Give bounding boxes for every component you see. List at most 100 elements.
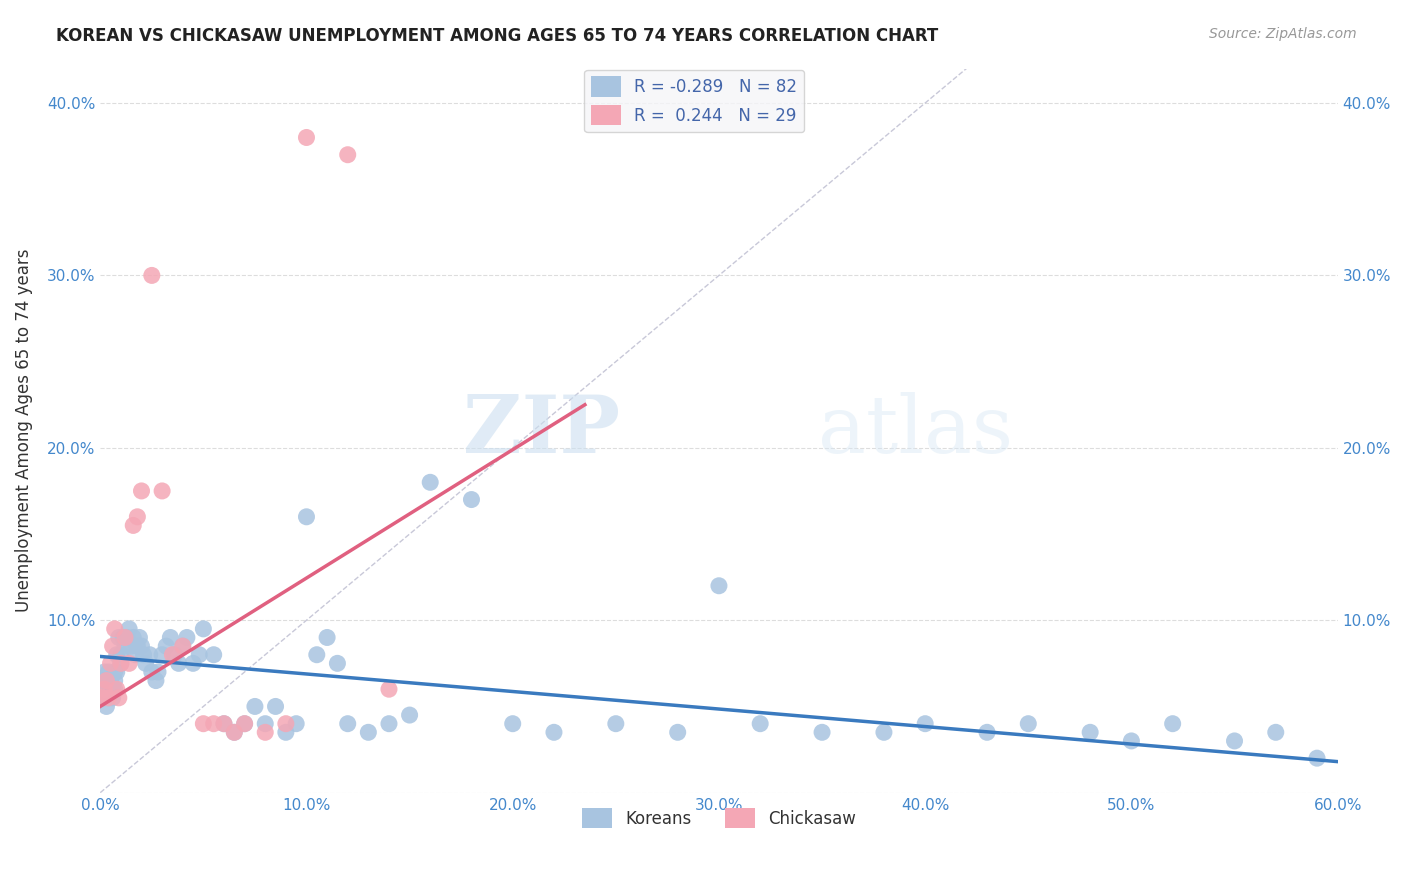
Point [233, 716, 256, 731]
Point [105, 648, 128, 662]
Point [749, 716, 772, 731]
Point [419, 475, 441, 490]
Point [274, 716, 297, 731]
Point [811, 725, 834, 739]
Point [128, 631, 150, 645]
Point [305, 648, 328, 662]
Text: Source: ZipAtlas.com: Source: ZipAtlas.com [1209, 27, 1357, 41]
Point [110, 648, 132, 662]
Point [357, 725, 380, 739]
Point [336, 147, 359, 161]
Point [254, 725, 277, 739]
Point [543, 725, 565, 739]
Point [97, 690, 120, 705]
Point [1264, 725, 1286, 739]
Point [707, 579, 730, 593]
Point [150, 483, 173, 498]
Point [188, 648, 211, 662]
Point [115, 631, 138, 645]
Point [1223, 734, 1246, 748]
Point [295, 509, 318, 524]
Point [224, 725, 246, 739]
Point [96, 682, 118, 697]
Point [193, 716, 215, 731]
Point [873, 725, 896, 739]
Point [243, 699, 266, 714]
Point [93, 682, 115, 697]
Point [110, 657, 132, 671]
Point [666, 725, 689, 739]
Point [336, 716, 359, 731]
Point [120, 639, 142, 653]
Point [976, 725, 998, 739]
Point [96, 673, 118, 688]
Point [105, 682, 128, 697]
Point [274, 725, 297, 739]
Point [150, 648, 173, 662]
Point [105, 665, 128, 679]
Point [101, 690, 124, 705]
Point [91, 673, 114, 688]
Point [100, 673, 122, 688]
Point [110, 657, 132, 671]
Point [233, 716, 256, 731]
Point [502, 716, 524, 731]
Point [122, 518, 145, 533]
Point [108, 631, 131, 645]
Point [141, 268, 163, 283]
Text: ZIP: ZIP [463, 392, 620, 469]
Point [96, 673, 118, 688]
Point [295, 130, 318, 145]
Point [1078, 725, 1101, 739]
Point [131, 639, 153, 653]
Point [167, 657, 190, 671]
Legend: Koreans, Chickasaw: Koreans, Chickasaw [575, 801, 863, 835]
Point [605, 716, 627, 731]
Point [316, 631, 339, 645]
Point [460, 492, 482, 507]
Point [1161, 716, 1184, 731]
Point [124, 648, 146, 662]
Point [104, 665, 127, 679]
Point [162, 648, 184, 662]
Point [100, 657, 122, 671]
Point [96, 699, 118, 714]
Point [224, 725, 246, 739]
Point [202, 648, 225, 662]
Point [114, 639, 136, 653]
Point [159, 631, 181, 645]
Point [139, 648, 162, 662]
Point [1121, 734, 1143, 748]
Point [127, 639, 149, 653]
Point [127, 509, 149, 524]
Point [100, 682, 122, 697]
Point [163, 648, 186, 662]
Point [254, 716, 277, 731]
Point [131, 483, 153, 498]
Point [114, 631, 136, 645]
Point [118, 657, 141, 671]
Point [111, 631, 134, 645]
Point [145, 673, 167, 688]
Point [135, 657, 157, 671]
Point [285, 716, 308, 731]
Point [132, 648, 155, 662]
Point [104, 622, 127, 636]
Point [122, 631, 145, 645]
Point [141, 665, 163, 679]
Point [172, 639, 194, 653]
Text: atlas: atlas [818, 392, 1014, 469]
Point [202, 716, 225, 731]
Point [212, 716, 235, 731]
Point [104, 673, 127, 688]
Point [176, 631, 198, 645]
Point [101, 682, 124, 697]
Point [378, 716, 401, 731]
Point [93, 665, 115, 679]
Point [398, 708, 420, 723]
Point [378, 682, 401, 697]
Point [93, 690, 115, 705]
Point [91, 690, 114, 705]
Point [914, 716, 936, 731]
Point [172, 639, 194, 653]
